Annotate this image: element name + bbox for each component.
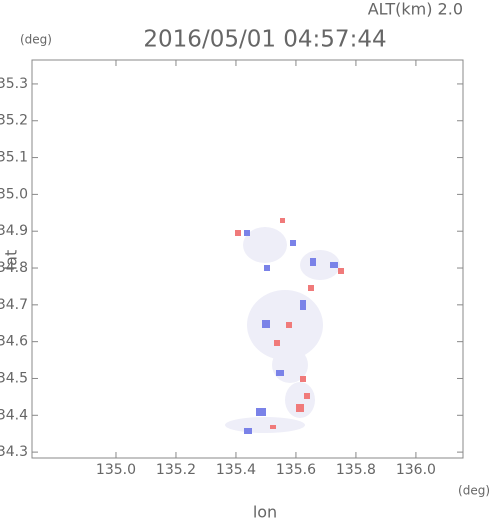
y-tick-label: 35.2 [0,113,28,129]
y-tick-label: 34.9 [0,223,28,239]
x-axis-label: lon [253,503,277,521]
y-tick-label: 35.0 [0,186,28,202]
y-tick-label: 34.3 [0,444,28,460]
y-tick-label: 34.7 [0,297,28,313]
echo-field [225,218,344,434]
y-tick-label: 34.8 [0,260,28,276]
y-unit: (deg) [20,33,52,47]
x-tick-label: 136.0 [396,462,436,478]
annotation: ALT(km) 2.0 [368,0,463,19]
echo-light [225,227,340,433]
x-tick-label: 135.8 [336,462,376,478]
y-axis-label: lat [2,250,21,271]
echo-blue [244,230,338,434]
y-tick-label: 35.1 [0,150,28,166]
x-tick-label: 135.4 [216,462,256,478]
plot-frame [31,59,464,459]
y-tick-label: 34.6 [0,334,28,350]
chart-title: 2016/05/01 04:57:44 [143,27,386,53]
x-tick-label: 135.6 [276,462,316,478]
y-tick-label: 34.5 [0,370,28,386]
y-tick-label: 34.4 [0,407,28,423]
x-tick-label: 135.0 [96,462,136,478]
x-unit: (deg) [458,484,490,498]
echo-red [235,218,344,429]
y-tick-label: 35.3 [0,76,28,92]
x-tick-label: 135.2 [156,462,196,478]
